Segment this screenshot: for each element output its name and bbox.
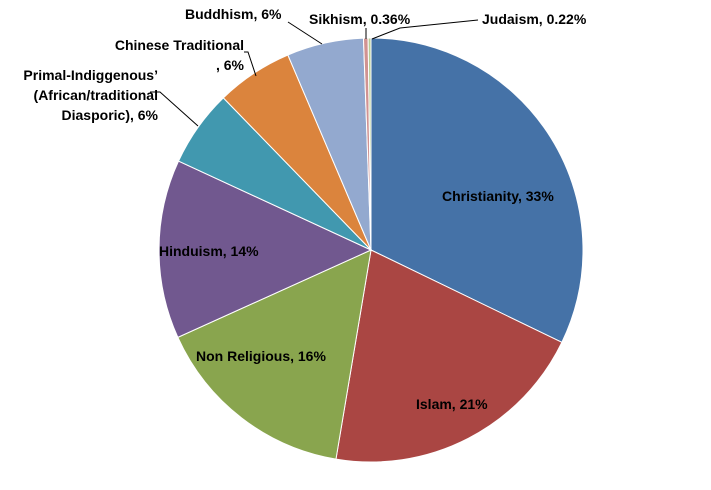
label-primal-line1: Primal-Indiggenous’ <box>23 67 158 83</box>
pie-slices <box>158 37 584 463</box>
label-primal-line3: Diasporic), 6% <box>62 107 159 123</box>
slice-labels: Christianity, 33% Islam, 21% Non Religio… <box>23 6 586 412</box>
label-sikhism: Sikhism, 0.36% <box>309 11 411 27</box>
leader-lines <box>150 19 479 127</box>
leader-line-judaism <box>371 19 479 40</box>
leader-line-buddhism <box>287 21 323 45</box>
label-christianity: Christianity, 33% <box>442 188 554 204</box>
label-chinese-line1: Chinese Traditional <box>115 37 244 53</box>
pie-slice-islam <box>335 249 563 463</box>
label-non-religious: Non Religious, 16% <box>196 348 326 364</box>
pie-slice-christianity <box>370 37 584 343</box>
leader-line-primal <box>150 91 199 127</box>
leader-line-chinese <box>244 51 257 77</box>
pie-slice-hinduism <box>158 160 373 339</box>
label-islam: Islam, 21% <box>416 396 488 412</box>
label-chinese-line2: , 6% <box>216 57 245 73</box>
label-hinduism: Hinduism, 14% <box>159 243 259 259</box>
pie-slice-non-religious <box>177 249 372 460</box>
pie-slice-judaism <box>367 37 372 251</box>
label-judaism: Judaism, 0.22% <box>482 11 587 27</box>
label-buddhism: Buddhism, 6% <box>185 6 282 22</box>
label-primal-line2: (African/traditional <box>34 87 158 103</box>
